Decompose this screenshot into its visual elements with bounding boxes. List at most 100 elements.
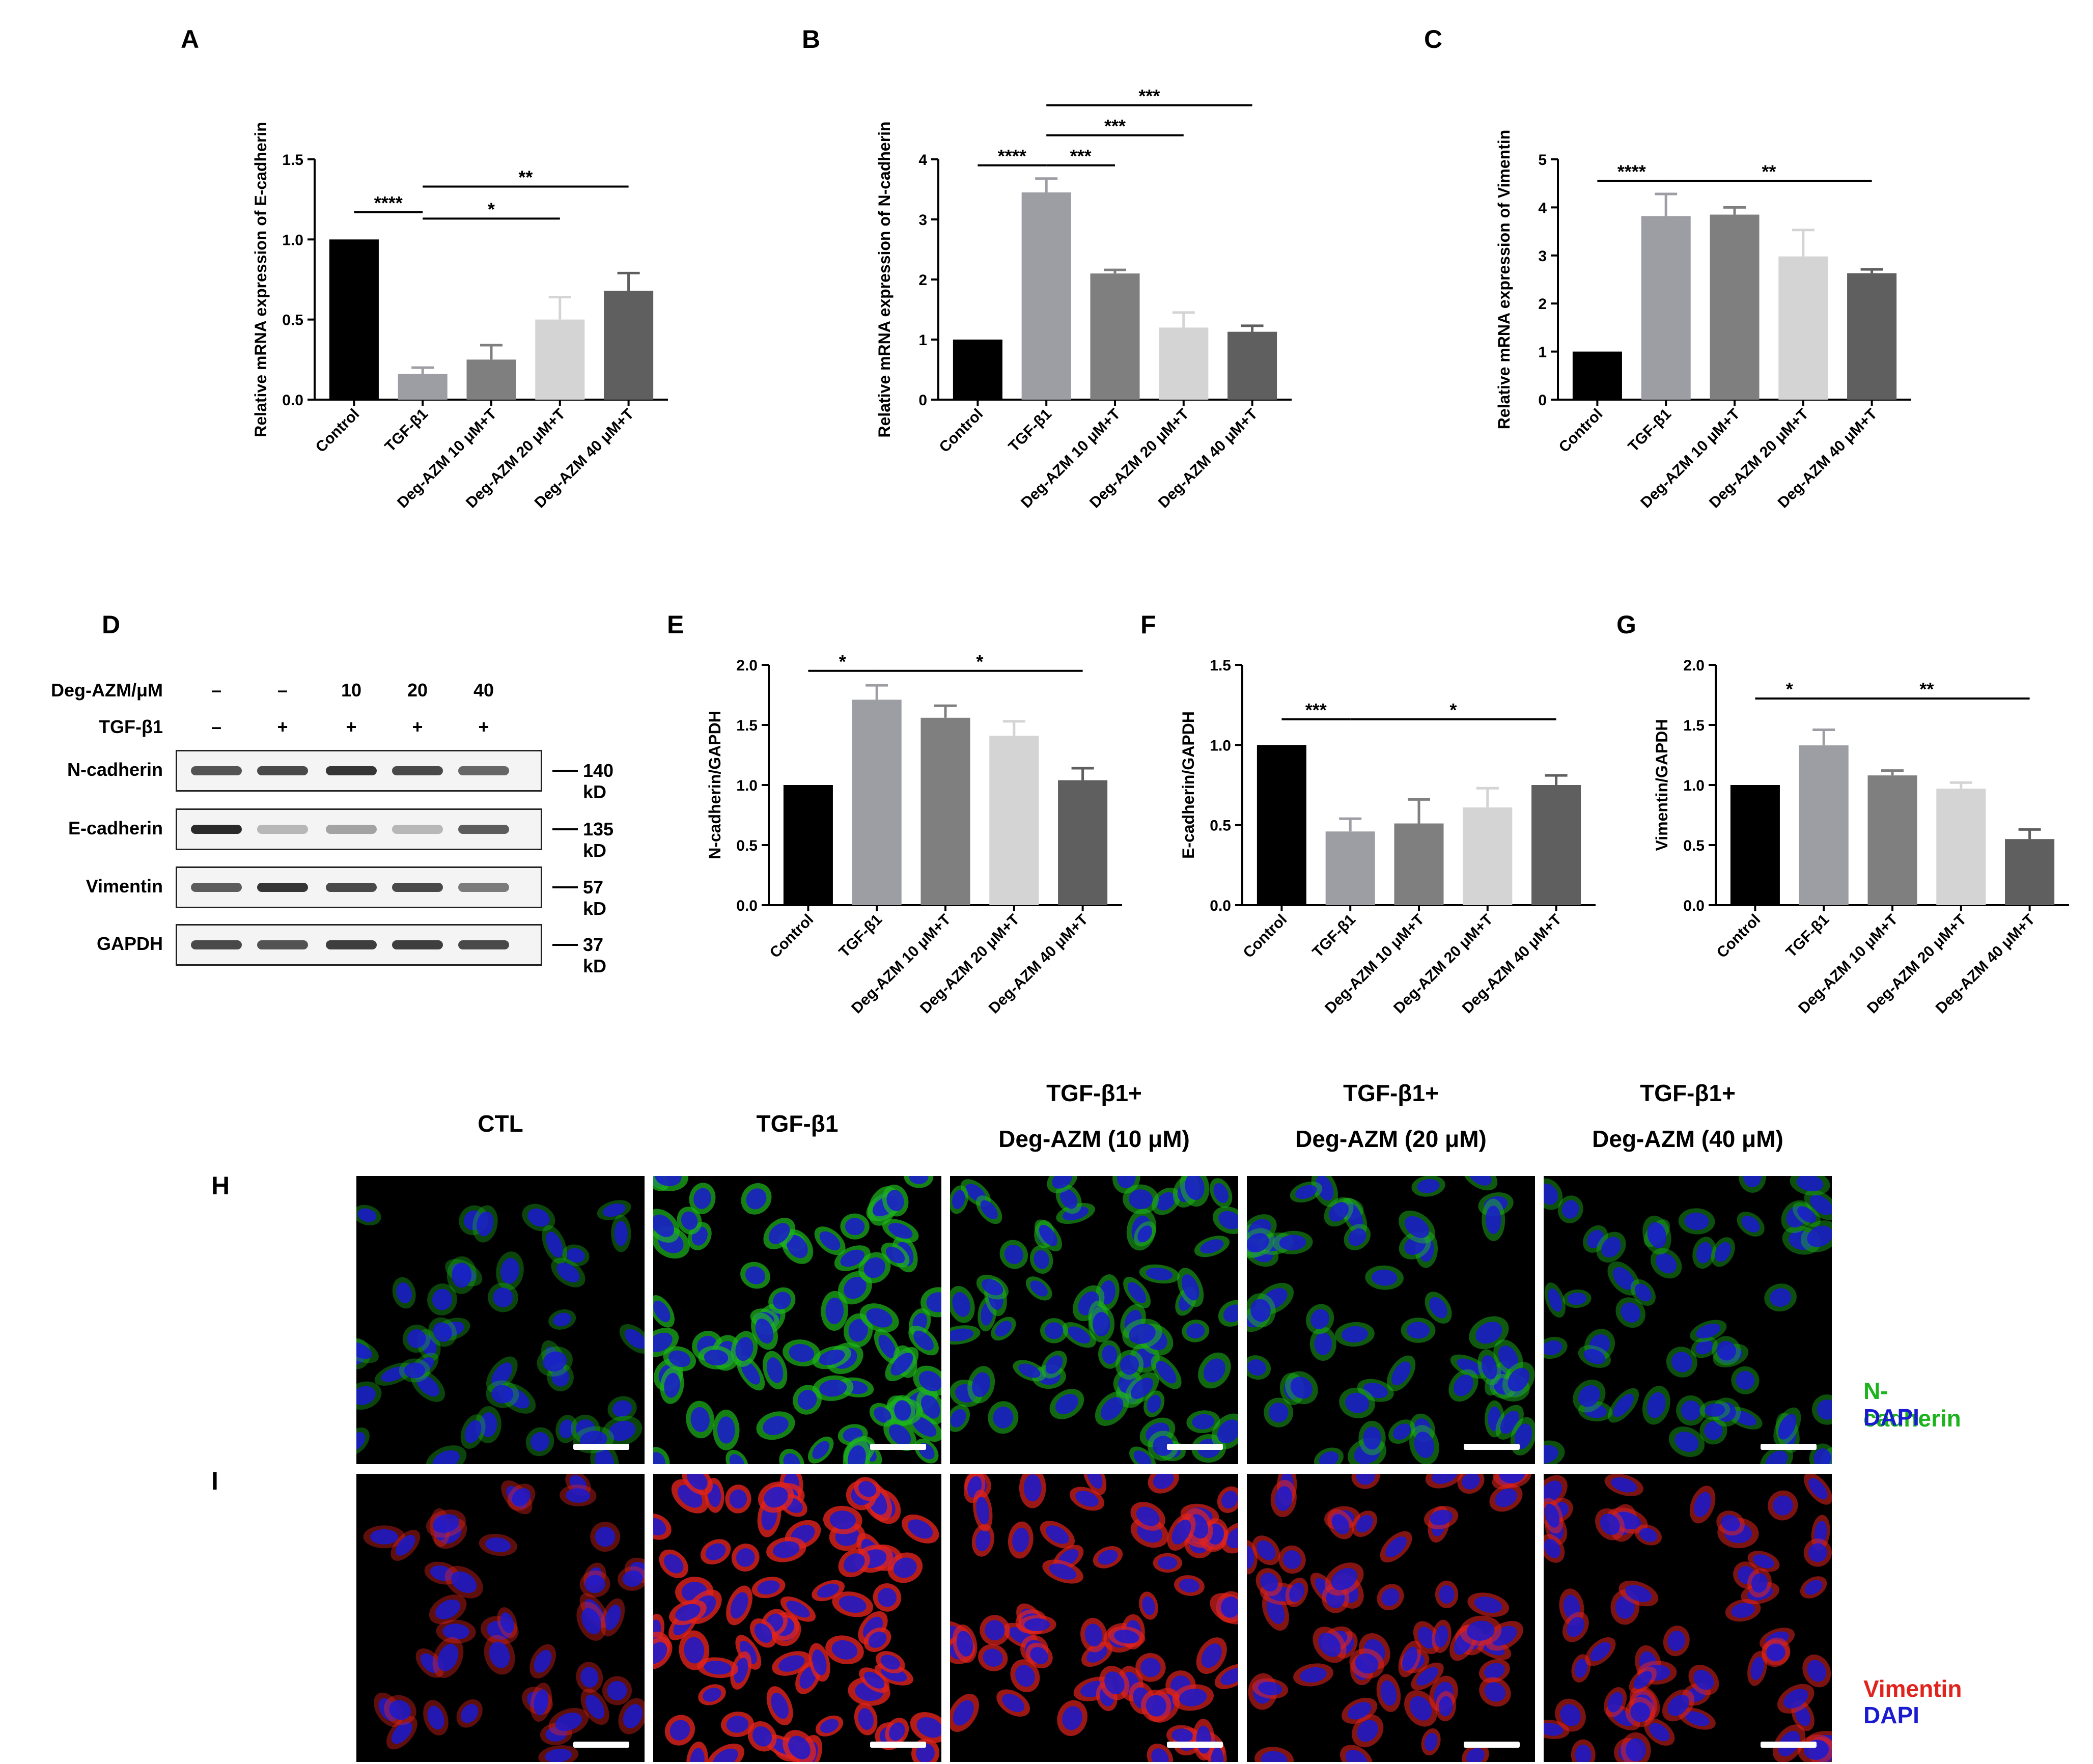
cell-nucleus: [1432, 1474, 1458, 1484]
cell-nucleus: [1371, 1269, 1398, 1286]
cell-nucleus: [1544, 1538, 1561, 1558]
cell-nucleus: [1084, 1623, 1103, 1647]
if-counterstain-legend: DAPI: [1863, 1404, 1919, 1431]
kd-marker-label: 140 kD: [583, 760, 614, 802]
y-tick-label: 2: [1538, 296, 1547, 313]
cell-nucleus: [653, 1452, 665, 1464]
cell-nucleus: [1223, 1304, 1238, 1323]
cell-nucleus: [370, 1529, 399, 1545]
cell-nucleus: [1348, 1228, 1366, 1246]
cell-nucleus: [1275, 1486, 1293, 1511]
if-micrograph: [356, 1474, 645, 1762]
cell-nucleus: [817, 1583, 840, 1598]
cell-nucleus: [729, 1489, 747, 1509]
y-axis-label: Relative mRNA expression of Vimentin: [1495, 130, 1513, 430]
cell-nucleus: [812, 1649, 827, 1675]
cell-nucleus: [1213, 1183, 1229, 1203]
cell-nucleus: [1587, 1229, 1604, 1248]
cell-nucleus: [1548, 1288, 1562, 1312]
cell-nucleus: [1015, 1665, 1035, 1687]
cell-nucleus: [730, 1592, 748, 1619]
cell-nucleus: [1102, 1345, 1118, 1364]
cell-nucleus: [608, 1420, 636, 1441]
cell-nucleus: [1584, 1404, 1607, 1418]
y-tick-label: 1.0: [282, 232, 303, 248]
cell-nucleus: [713, 1748, 738, 1762]
blot-band: [191, 825, 242, 834]
cell-nucleus: [1101, 1397, 1124, 1420]
bar: [1463, 807, 1513, 905]
cell-nucleus: [1331, 1568, 1357, 1590]
blot-header-value: –: [277, 680, 288, 701]
cell-nucleus: [1466, 1620, 1495, 1641]
blot-band-label: E-cadherin: [68, 818, 163, 838]
if-micrograph: [1247, 1176, 1535, 1464]
y-tick-label: 1: [918, 332, 927, 349]
blot-band: [458, 940, 509, 949]
bar: [989, 736, 1039, 905]
cell-nucleus: [858, 1481, 877, 1497]
cell-nucleus: [1355, 1653, 1379, 1674]
y-axis-label: Relative mRNA expression of N-cadherin: [875, 121, 894, 437]
x-tick-label: Deg-AZM 10 μM+T: [848, 911, 954, 1017]
cell-nucleus: [1736, 1371, 1755, 1390]
cell-nucleus: [754, 1623, 772, 1643]
cell-nucleus: [1046, 1525, 1069, 1544]
cell-nucleus: [1475, 1322, 1502, 1344]
cell-nucleus: [778, 1655, 805, 1672]
cell-nucleus: [1153, 1474, 1174, 1489]
cell-nucleus: [1544, 1480, 1562, 1503]
cell-nucleus: [993, 1406, 1014, 1429]
cell-nucleus: [1474, 1597, 1502, 1613]
cell-nucleus: [602, 1203, 626, 1217]
x-tick-label: TGF-β1: [1783, 911, 1833, 961]
significance-label: **: [1762, 161, 1776, 182]
cell-nucleus: [675, 1604, 701, 1621]
bar: [1021, 192, 1071, 400]
cell-nucleus: [1179, 1689, 1207, 1706]
cell-nucleus: [771, 1693, 789, 1719]
cell-nucleus: [752, 1726, 772, 1747]
cell-nucleus: [1120, 1355, 1139, 1375]
cell-nucleus: [880, 1655, 900, 1670]
x-tick-label: Deg-AZM 40 μM+T: [532, 406, 637, 512]
blot-band: [458, 766, 509, 775]
cell-nucleus: [653, 1642, 667, 1664]
cell-nucleus: [1402, 1646, 1418, 1671]
y-axis-label: N-cadherin/GAPDH: [706, 711, 724, 859]
cell-nucleus: [356, 1386, 376, 1405]
cell-nucleus: [653, 1300, 671, 1323]
bar: [329, 239, 379, 400]
cell-nucleus: [1392, 1423, 1411, 1440]
cell-nucleus: [580, 1667, 599, 1688]
scale-bar: [1761, 1444, 1817, 1450]
cell-nucleus: [614, 1221, 628, 1246]
cell-nucleus: [1457, 1358, 1483, 1375]
cell-nucleus: [1575, 1744, 1592, 1762]
y-tick-label: 0.5: [282, 312, 303, 329]
cell-nucleus: [595, 1526, 616, 1547]
cell-nucleus: [1247, 1233, 1269, 1252]
cell-nucleus: [1750, 1657, 1764, 1681]
cell-nucleus: [1363, 1426, 1381, 1450]
cell-nucleus: [1414, 1432, 1435, 1459]
scale-bar: [573, 1444, 629, 1450]
cell-nucleus: [653, 1214, 674, 1237]
y-tick-label: 0: [918, 392, 927, 409]
panel-label-a: A: [181, 25, 200, 53]
y-tick-label: 0.5: [1210, 818, 1231, 834]
x-tick-label: Deg-AZM 20 μM+T: [917, 911, 1023, 1017]
if-micrograph: [1247, 1474, 1535, 1762]
cell-nucleus: [1268, 1403, 1289, 1423]
blot-band: [326, 883, 377, 892]
x-tick-label: Control: [1556, 406, 1606, 456]
cell-nucleus: [693, 1188, 711, 1209]
cell-nucleus: [489, 1641, 510, 1668]
panel-label-d: D: [102, 610, 121, 639]
cell-nucleus: [825, 1297, 844, 1324]
cell-nucleus: [858, 1708, 874, 1730]
cell-nucleus: [1329, 1202, 1349, 1222]
blot-header-label: TGF-β1: [99, 716, 163, 737]
significance-label: ****: [998, 146, 1026, 166]
cell-nucleus: [1621, 1302, 1641, 1323]
